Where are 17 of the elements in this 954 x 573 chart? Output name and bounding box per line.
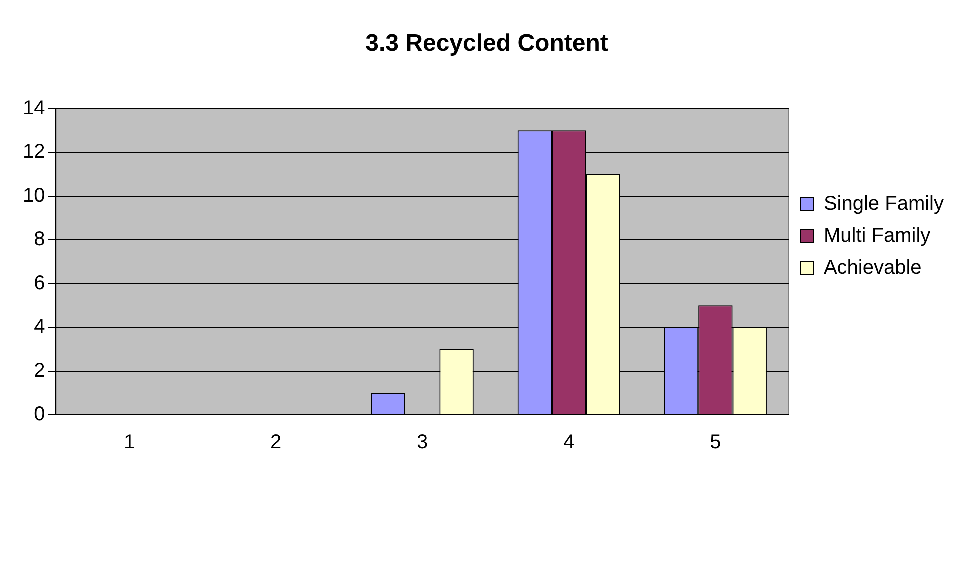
y-tick-label: 4 <box>34 316 46 338</box>
y-tick-label: 2 <box>34 360 46 382</box>
y-tick-label: 14 <box>22 97 46 120</box>
legend-label: Single Family <box>824 193 944 216</box>
x-tick-label: 1 <box>124 432 136 454</box>
x-tick-label: 3 <box>417 432 428 454</box>
y-tick-label: 12 <box>22 141 46 164</box>
y-tick-label: 10 <box>22 184 46 207</box>
legend-label: Multi Family <box>824 225 931 248</box>
x-tick-label: 4 <box>564 432 575 454</box>
legend-label: Achievable <box>824 257 922 280</box>
y-tick-label: 8 <box>34 228 46 251</box>
x-tick-label: 5 <box>710 432 722 454</box>
y-tick-label: 0 <box>34 404 46 426</box>
x-tick-label: 2 <box>270 432 282 454</box>
y-tick-label: 6 <box>34 272 46 294</box>
chart-title: 3.3 Recycled Content <box>366 30 608 58</box>
